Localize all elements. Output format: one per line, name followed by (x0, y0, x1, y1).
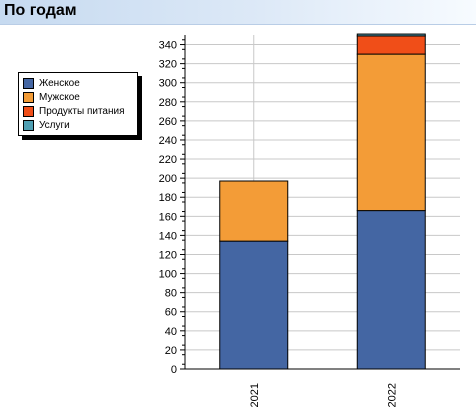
ytick-label-100: 100 (159, 269, 177, 281)
bar-2022-series-0 (356, 210, 426, 370)
legend-item-male: Мужское (23, 90, 80, 104)
ytick-label-60: 60 (165, 307, 177, 319)
legend-item-services: Услуги (23, 118, 70, 132)
xtick-label-2021: 2021 (249, 383, 261, 407)
chart-legend: Женское Мужское Продукты питания Услуги (18, 72, 138, 136)
bar-2022-series-1 (356, 53, 426, 212)
chart-header: По годам (0, 0, 476, 25)
ytick-label-240: 240 (159, 135, 177, 147)
bar-2021-series-1 (219, 180, 289, 242)
ytick-label-140: 140 (159, 230, 177, 242)
legend-swatch-female (23, 77, 34, 89)
legend-label-food: Продукты питания (39, 105, 125, 117)
ytick-label-40: 40 (165, 326, 177, 338)
legend-item-food: Продукты питания (23, 104, 125, 118)
legend-item-female: Женское (23, 76, 80, 90)
legend-swatch-services (23, 119, 34, 131)
ytick-label-320: 320 (159, 59, 177, 71)
ytick-label-180: 180 (159, 192, 177, 204)
ytick-label-120: 120 (159, 249, 177, 261)
chart-title: По годам (4, 2, 77, 19)
ytick-label-0: 0 (171, 364, 177, 376)
ytick-label-300: 300 (159, 78, 177, 90)
ytick-label-160: 160 (159, 211, 177, 223)
legend-label-male: Мужское (39, 91, 80, 103)
legend-label-services: Услуги (39, 119, 70, 131)
legend-swatch-food (23, 105, 34, 117)
bar-2021-series-0 (219, 240, 289, 370)
legend-label-female: Женское (39, 77, 80, 89)
ytick-label-80: 80 (165, 288, 177, 300)
ytick-label-200: 200 (159, 173, 177, 185)
bar-2022-series-2 (356, 35, 426, 55)
bar-2022-series-3 (356, 33, 426, 37)
ytick-label-340: 340 (159, 40, 177, 52)
legend-swatch-male (23, 91, 34, 103)
ytick-label-20: 20 (165, 345, 177, 357)
xtick-label-2022: 2022 (386, 383, 398, 407)
ytick-label-220: 220 (159, 154, 177, 166)
ytick-label-260: 260 (159, 116, 177, 128)
ytick-label-280: 280 (159, 97, 177, 109)
